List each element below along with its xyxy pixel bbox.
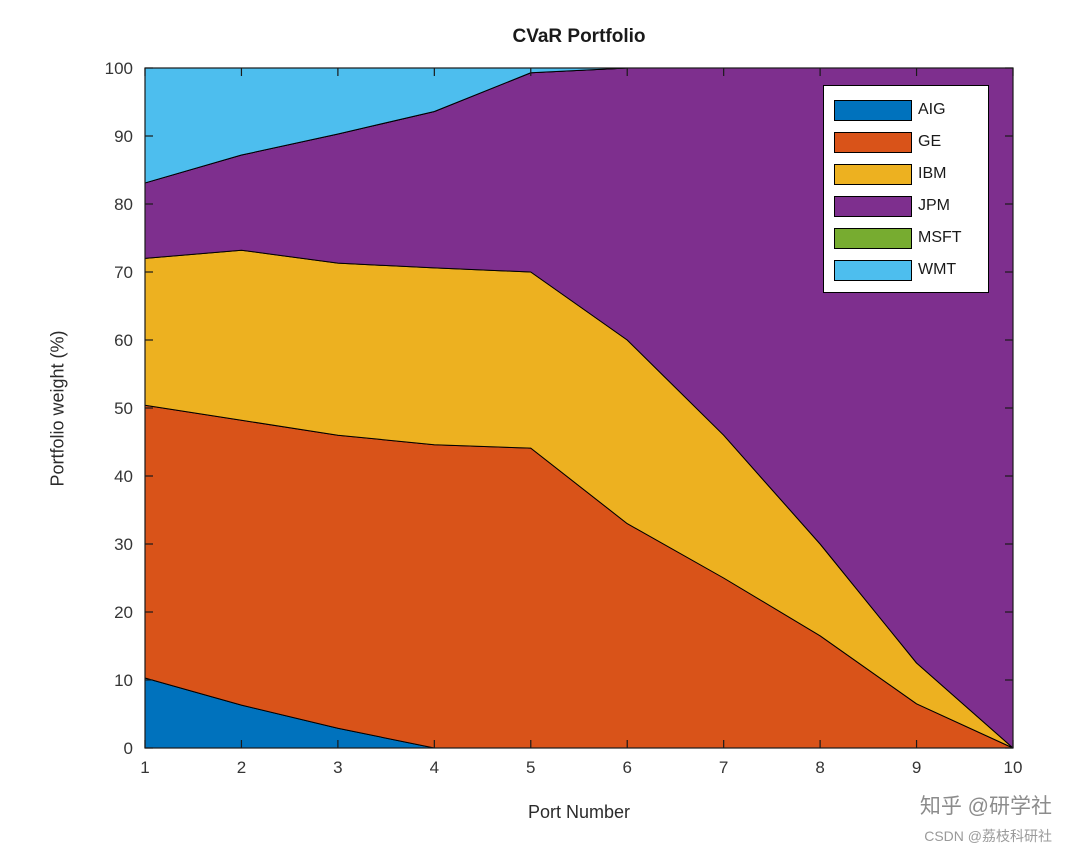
y-tick-label: 40: [114, 467, 133, 486]
legend-item-jpm: JPM: [824, 190, 988, 222]
chart-title: CVaR Portfolio: [512, 26, 646, 47]
y-tick-label: 50: [114, 399, 133, 418]
x-tick-label: 9: [912, 758, 921, 777]
legend-label-wmt: WMT: [918, 261, 957, 278]
x-tick-label: 4: [430, 758, 439, 777]
legend-swatch-ibm: [834, 163, 912, 185]
legend-item-ibm: IBM: [824, 158, 988, 190]
legend-label-msft: MSFT: [918, 229, 962, 246]
legend-item-aig: AIG: [824, 94, 988, 126]
legend-label-ge: GE: [918, 133, 942, 150]
x-tick-label: 8: [815, 758, 824, 777]
legend-item-ge: GE: [824, 126, 988, 158]
legend-swatch-jpm: [834, 195, 912, 217]
watermark-csdn: CSDN @荔枝科研社: [924, 828, 1052, 844]
legend-swatch-msft: [834, 227, 912, 249]
watermark-zhihu: 知乎 @研学社: [919, 795, 1052, 818]
legend: AIG GE IBM JPM MSFT WMT: [823, 85, 989, 293]
y-tick-label: 100: [105, 59, 133, 78]
legend-swatch-ge: [834, 131, 912, 153]
legend-item-msft: MSFT: [824, 222, 988, 254]
x-tick-label: 10: [1004, 758, 1023, 777]
y-tick-label: 20: [114, 603, 133, 622]
x-tick-label: 3: [333, 758, 342, 777]
y-tick-label: 10: [114, 671, 133, 690]
legend-label-jpm: JPM: [918, 197, 950, 214]
x-tick-label: 6: [622, 758, 631, 777]
x-tick-label: 2: [237, 758, 246, 777]
legend-swatch-wmt: [834, 259, 912, 281]
legend-swatch-aig: [834, 99, 912, 121]
legend-item-wmt: WMT: [824, 254, 988, 286]
y-axis-label: Portfolio weight (%): [47, 330, 68, 487]
legend-label-aig: AIG: [918, 101, 946, 118]
x-axis-label: Port Number: [527, 802, 631, 822]
y-tick-label: 30: [114, 535, 133, 554]
y-tick-label: 60: [114, 331, 133, 350]
x-tick-label: 7: [719, 758, 728, 777]
x-tick-label: 1: [140, 758, 149, 777]
x-tick-label: 5: [526, 758, 535, 777]
y-tick-label: 70: [114, 263, 133, 282]
y-tick-label: 0: [124, 739, 133, 758]
y-tick-label: 90: [114, 127, 133, 146]
y-tick-label: 80: [114, 195, 133, 214]
legend-label-ibm: IBM: [918, 165, 947, 182]
